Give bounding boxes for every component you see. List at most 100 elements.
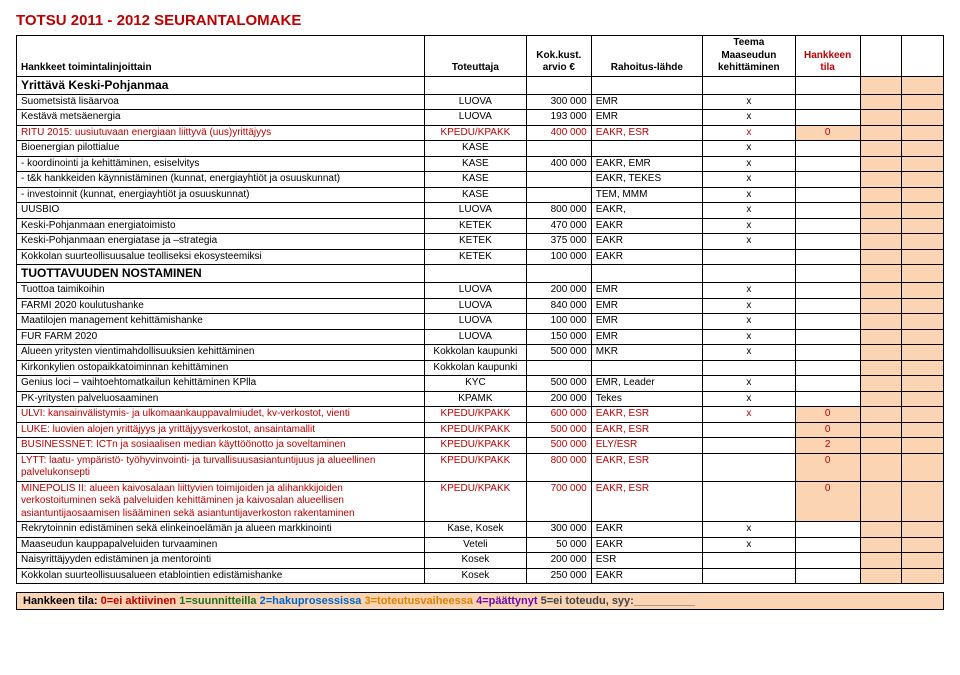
cell: EAKR, ESR — [591, 422, 702, 438]
cell — [902, 522, 944, 538]
cell — [860, 553, 902, 569]
cell — [902, 110, 944, 126]
cell — [860, 172, 902, 188]
cell — [702, 360, 795, 376]
cell: 0 — [795, 422, 860, 438]
cell — [902, 203, 944, 219]
cell: KASE — [424, 141, 526, 157]
table-row: Maatilojen management kehittämishankeLUO… — [17, 314, 944, 330]
cell: 100 000 — [526, 314, 591, 330]
table-row: LYTT: laatu- ympäristö- työhyvinvointi- … — [17, 453, 944, 481]
cell — [860, 407, 902, 423]
cell: 200 000 — [526, 283, 591, 299]
cell: KASE — [424, 172, 526, 188]
cell — [860, 453, 902, 481]
cell: EMR — [591, 110, 702, 126]
cell: x — [702, 234, 795, 250]
cell: EAKR — [591, 568, 702, 584]
cell: Kosek — [424, 553, 526, 569]
cell — [526, 360, 591, 376]
legend-5: 5=ei toteudu, syy:__________ — [541, 595, 695, 607]
cell: x — [702, 314, 795, 330]
section-empty — [795, 265, 860, 283]
table-row: Suometsistä lisäarvoaLUOVA300 000EMRx — [17, 94, 944, 110]
section-row: TUOTTAVUUDEN NOSTAMINEN — [17, 265, 944, 283]
cell: Kosek — [424, 568, 526, 584]
cell — [860, 125, 902, 141]
cell — [860, 438, 902, 454]
cell: Kokkolan suurteollisuusalue teolliseksi … — [17, 249, 425, 265]
cell: x — [702, 218, 795, 234]
cell: 50 000 — [526, 537, 591, 553]
cell: 700 000 — [526, 481, 591, 522]
table-row: Keski-Pohjanmaan energiatoimistoKETEK470… — [17, 218, 944, 234]
cell: EMR — [591, 298, 702, 314]
cell: KETEK — [424, 218, 526, 234]
cell: EAKR, ESR — [591, 481, 702, 522]
section-empty — [902, 76, 944, 94]
header-row: Hankkeet toimintalinjoittain Toteuttaja … — [17, 36, 944, 77]
cell: x — [702, 156, 795, 172]
legend-bar: Hankkeen tila: 0=ei aktiivinen 1=suunnit… — [16, 592, 944, 610]
cell: Veteli — [424, 537, 526, 553]
cell: TEM, MMM — [591, 187, 702, 203]
cell: - t&k hankkeiden käynnistäminen (kunnat,… — [17, 172, 425, 188]
cell: FUR FARM 2020 — [17, 329, 425, 345]
cell — [795, 156, 860, 172]
cell: LUOVA — [424, 110, 526, 126]
cell — [902, 407, 944, 423]
table-row: Genius loci – vaihtoehtomatkailun kehitt… — [17, 376, 944, 392]
cell: EAKR — [591, 234, 702, 250]
cell: x — [702, 187, 795, 203]
cell: x — [702, 172, 795, 188]
cell — [902, 218, 944, 234]
cell: KPEDU/KPAKK — [424, 407, 526, 423]
cell: Maatilojen management kehittämishanke — [17, 314, 425, 330]
cell: MINEPOLIS II: alueen kaivosalaan liittyv… — [17, 481, 425, 522]
cell — [902, 283, 944, 299]
section-label: Yrittävä Keski-Pohjanmaa — [17, 76, 425, 94]
cell — [795, 314, 860, 330]
cell — [902, 360, 944, 376]
cell — [860, 376, 902, 392]
cell — [860, 314, 902, 330]
cell: 800 000 — [526, 203, 591, 219]
cell — [860, 110, 902, 126]
cell: MKR — [591, 345, 702, 361]
cell — [902, 537, 944, 553]
cell — [860, 298, 902, 314]
cell — [795, 553, 860, 569]
cell: 500 000 — [526, 438, 591, 454]
cell: 200 000 — [526, 553, 591, 569]
section-empty — [902, 265, 944, 283]
cell — [902, 376, 944, 392]
cell — [795, 360, 860, 376]
table-row: FARMI 2020 koulutushankeLUOVA840 000EMRx — [17, 298, 944, 314]
cell: EMR — [591, 283, 702, 299]
cell: x — [702, 141, 795, 157]
cell: EAKR, ESR — [591, 125, 702, 141]
table-row: - t&k hankkeiden käynnistäminen (kunnat,… — [17, 172, 944, 188]
cell: EAKR — [591, 537, 702, 553]
cell: EAKR, ESR — [591, 407, 702, 423]
section-empty — [424, 265, 526, 283]
cell: EMR — [591, 94, 702, 110]
cell: KYC — [424, 376, 526, 392]
cell: Kokkolan kaupunki — [424, 345, 526, 361]
table-row: - koordinointi ja kehittäminen, esiselvi… — [17, 156, 944, 172]
cell — [860, 422, 902, 438]
table-row: Alueen yritysten vientimahdollisuuksien … — [17, 345, 944, 361]
cell: x — [702, 345, 795, 361]
cell: x — [702, 298, 795, 314]
cell: Maaseudun kauppapalveluiden turvaaminen — [17, 537, 425, 553]
cell — [702, 422, 795, 438]
cell — [860, 249, 902, 265]
section-empty — [860, 76, 902, 94]
col-tila: Hankkeen tila — [795, 36, 860, 77]
legend-prefix: Hankkeen tila: — [23, 595, 101, 607]
cell — [860, 94, 902, 110]
cell: 500 000 — [526, 422, 591, 438]
cell — [902, 329, 944, 345]
cell: KPEDU/KPAKK — [424, 481, 526, 522]
section-empty — [526, 265, 591, 283]
